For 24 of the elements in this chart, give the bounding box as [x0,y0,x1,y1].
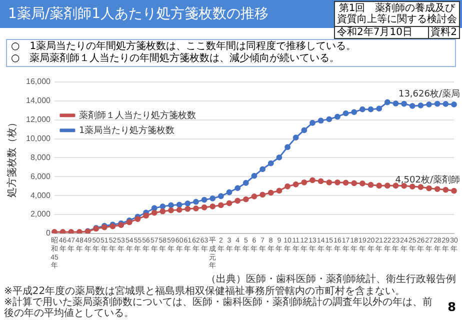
legend-label: 1薬局当たり処方箋枚数 [78,124,175,136]
y-tick-label: 6,000 [30,172,52,181]
text: ○ 薬局薬剤師１人当たりの年間処方箋枚数は、減少傾向が続いている。 [11,53,341,65]
y-tick-label: 12,000 [26,115,52,124]
y-tick-label: 8,000 [30,152,52,162]
legend-label: 薬剤師１人当たり処方箋枚数 [78,110,196,121]
y-tick-label: 14,000 [26,96,52,106]
y-tick-label: 10,000 [26,134,52,143]
text: ※計算で用いた薬局薬剤師数については、医師・歯科医師・薬剤師統計の調査年以外の年は、前後の年の平均値としている。 [4,297,434,319]
annotation: 4,502枚/薬剤師 [395,174,460,186]
y-tick-label: 2,000 [30,210,52,219]
text: 資料2 [430,27,458,38]
y-tick-label: 4,000 [30,190,52,200]
annotation: 13,626枚/薬局 [398,88,460,100]
text: ※平成22年度の薬局数は宮城県と福島県相双保健福祉事務所管轄内の市町村を含まない。 [4,286,406,297]
text: （出典）医師・歯科医師・薬剤師統計、衛生行政報告例 [206,274,456,285]
text: 令和2年7月10日 [335,27,429,38]
chart-title: 1薬局/薬剤師1人あたり処方箋枚数の推移 [8,6,269,22]
text: 第1回 薬剤師の養成及び資質向上等に関する検討会 [335,2,459,27]
text: 8 [448,300,456,314]
y-axis-title: 処方箋枚数（枚） [6,118,18,198]
y-tick-label: 0 [46,228,52,238]
text: ○ 1薬局当たりの年間処方箋枚数は、ここ数年間は同程度で推移している。 [11,41,358,52]
y-tick-label: 16,000 [26,77,52,86]
